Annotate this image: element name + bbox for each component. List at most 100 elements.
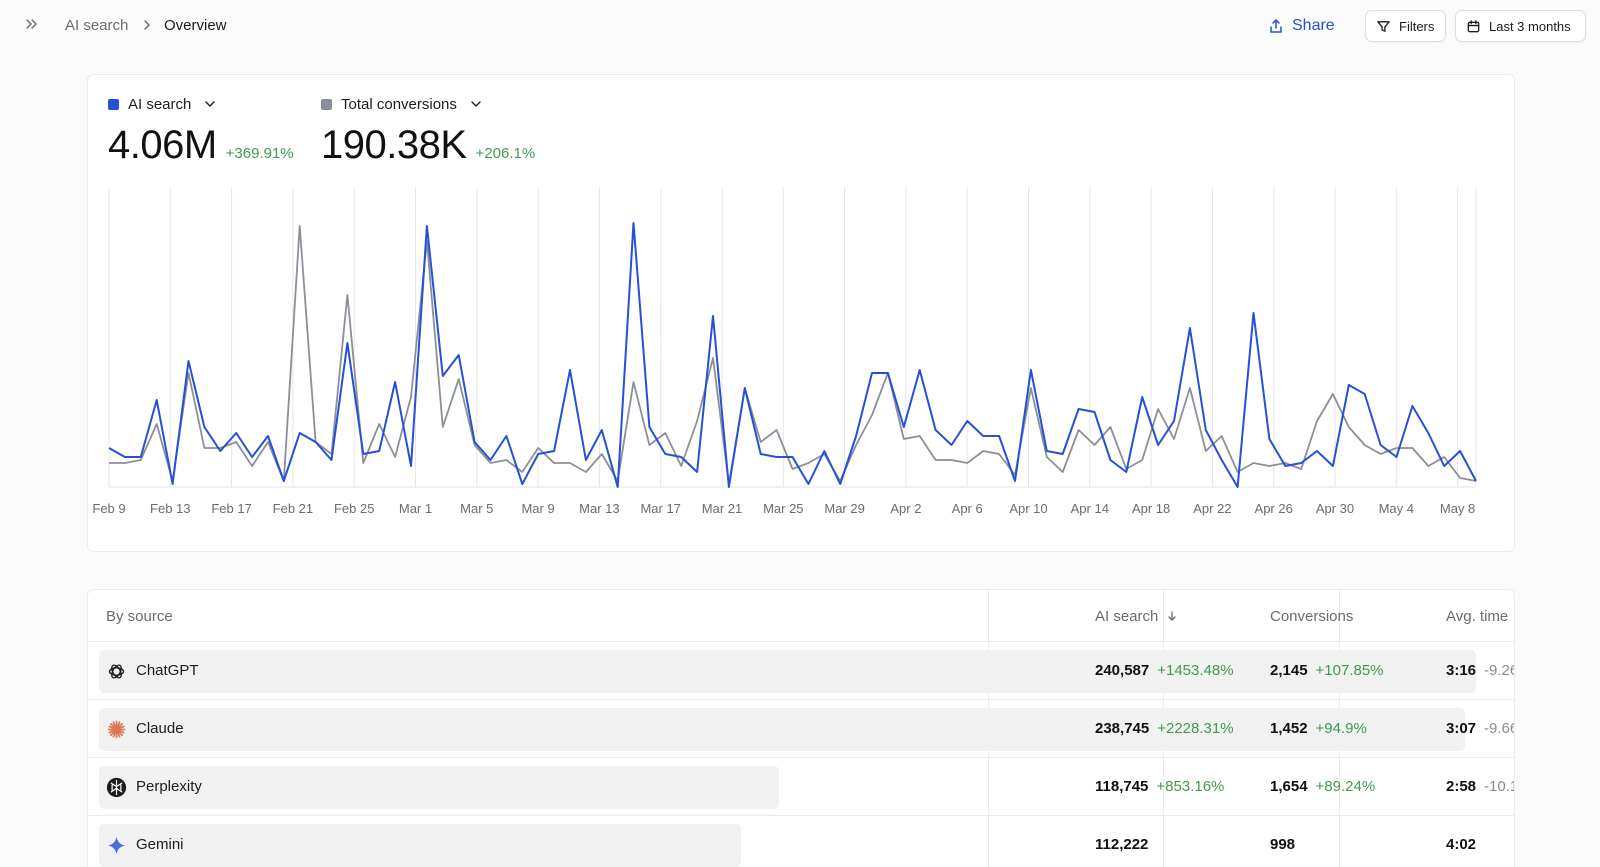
breadcrumb-root[interactable]: AI search [65,17,129,34]
header-conversions[interactable]: Conversions [1270,607,1354,625]
chevron-down-icon [471,101,481,107]
line-chart: Feb 9 Feb 13 Feb 17 Feb 21 Feb 25 Mar 1 Mar 5 M… [92,187,1477,516]
ai-search-value: 118,745 [1095,778,1149,795]
avg-time-value: 4:02 [1446,836,1477,853]
chatgpt-icon [108,664,125,679]
ai-search-cell: 112,222 [1095,836,1148,853]
x-tick-label: Apr 10 [1009,501,1047,516]
x-tick-label: Apr 30 [1316,501,1354,516]
table-row-chatgpt[interactable]: ChatGPT 240,587 +1453.48% 2,145 +107.85% 3… [88,642,1514,700]
header-ai-search[interactable]: AI search [1095,590,1178,642]
metric-delta: +369.91% [225,145,294,162]
ai-search-cell: 240,587 +1453.48% [1095,662,1234,679]
x-tick-label: Apr 22 [1193,501,1231,516]
avg-time-delta: -9.26% [1484,662,1514,679]
share-icon [1270,19,1282,33]
conversions-delta: +94.9% [1315,720,1367,737]
avg-time-value: 3:16 [1446,662,1477,679]
conversions-value: 998 [1270,836,1296,853]
filter-icon [1377,20,1390,32]
x-tick-label: May 4 [1379,501,1414,516]
avg-time-cell: 4:02 [1446,836,1476,853]
x-tick-label: Mar 13 [579,501,619,516]
share-bar [99,766,780,809]
conversions-delta: +89.24% [1315,778,1376,795]
x-tick-label: Feb 21 [273,501,313,516]
claude-icon [107,720,126,739]
header-avg-time[interactable]: Avg. time [1446,607,1509,625]
x-tick-label: Feb 17 [211,501,251,516]
total-conversions-swatch [321,98,332,110]
x-tick-label: Apr 26 [1255,501,1293,516]
x-tick-label: May 8 [1440,501,1475,516]
metric-selector-total-conversions[interactable]: Total conversions [321,95,535,113]
metric-value: 190.38K [321,123,467,167]
series-line-total-conversions [109,225,1477,485]
breadcrumb-current: Overview [164,17,227,34]
top-bar: AI search Overview Share Filters Last 3 … [0,0,1600,52]
metric-selector-ai-search[interactable]: AI search [108,95,294,113]
table-row-gemini[interactable]: Gemini 112,222 998 4:02 [88,816,1514,867]
conversions-cell: 1,452 +94.9% [1270,720,1367,737]
conversions-value: 1,654 [1270,778,1308,795]
ai-search-cell: 238,745 +2228.31% [1095,720,1234,737]
share-bar [99,824,741,867]
share-label: Share [1292,17,1335,34]
x-tick-label: Mar 25 [763,501,803,516]
header-ai-search-label: AI search [1095,607,1159,625]
table-row-perplexity[interactable]: Perplexity 118,745 +853.16% 1,654 +89.24% … [88,758,1514,816]
avg-time-cell: 3:07 -9.66% [1446,720,1514,737]
conversions-cell: 2,145 +107.85% [1270,662,1384,679]
avg-time-cell: 2:58 -10.1% [1446,778,1514,795]
source-name: Gemini [136,836,184,853]
x-tick-label: Apr 6 [952,501,983,516]
x-tick-label: Mar 9 [521,501,554,516]
sort-down-icon [1168,611,1177,621]
x-tick-label: Feb 13 [150,501,190,516]
perplexity-icon [106,777,127,798]
date-range-button[interactable]: Last 3 months [1455,10,1586,42]
ai-search-delta: +853.16% [1156,778,1225,795]
filters-label: Filters [1399,18,1435,34]
metric-label: AI search [128,95,192,113]
share-bar [99,650,1476,693]
gemini-icon [107,836,126,855]
source-name: Perplexity [136,778,202,795]
header-source: By source [106,607,173,625]
date-range-label: Last 3 months [1489,18,1571,34]
conversions-value: 2,145 [1270,662,1308,679]
conversions-cell: 998 [1270,836,1295,853]
chevron-right-icon [144,20,150,30]
metric-total-conversions: Total conversions 190.38K +206.1% [321,95,535,168]
x-tick-label: Mar 17 [640,501,680,516]
ai-search-delta: +2228.31% [1157,720,1234,737]
x-tick-label: Apr 18 [1132,501,1170,516]
ai-search-cell: 118,745 +853.16% [1095,778,1224,795]
filters-button[interactable]: Filters [1365,10,1446,42]
metric-label: Total conversions [341,95,457,113]
share-bar [99,708,1465,751]
x-tick-label: Mar 1 [399,501,432,516]
share-button[interactable]: Share [1268,14,1335,38]
avg-time-delta: -10.1% [1484,778,1514,795]
x-tick-label: Feb 9 [92,501,125,516]
source-name: ChatGPT [136,662,199,679]
conversions-delta: +107.85% [1315,662,1384,679]
calendar-icon [1467,19,1480,32]
conversions-cell: 1,654 +89.24% [1270,778,1375,795]
source-name: Claude [136,720,184,737]
ai-search-value: 240,587 [1095,662,1150,679]
avg-time-cell: 3:16 -9.26% [1446,662,1514,679]
x-tick-label: Mar 5 [460,501,493,516]
avg-time-value: 2:58 [1446,778,1477,795]
metric-ai-search: AI search 4.06M +369.91% [108,95,294,168]
x-tick-label: Apr 2 [890,501,921,516]
table-row-claude[interactable]: Claude 238,745 +2228.31% 1,452 +94.9% 3:07… [88,700,1514,758]
x-tick-label: Feb 25 [334,501,374,516]
x-tick-label: Mar 29 [824,501,864,516]
avg-time-delta: -9.66% [1484,720,1514,737]
ai-search-delta: +1453.48% [1157,662,1234,679]
conversions-value: 1,452 [1270,720,1308,737]
ai-search-value: 112,222 [1095,836,1149,853]
expand-sidebar-icon[interactable] [22,14,42,34]
